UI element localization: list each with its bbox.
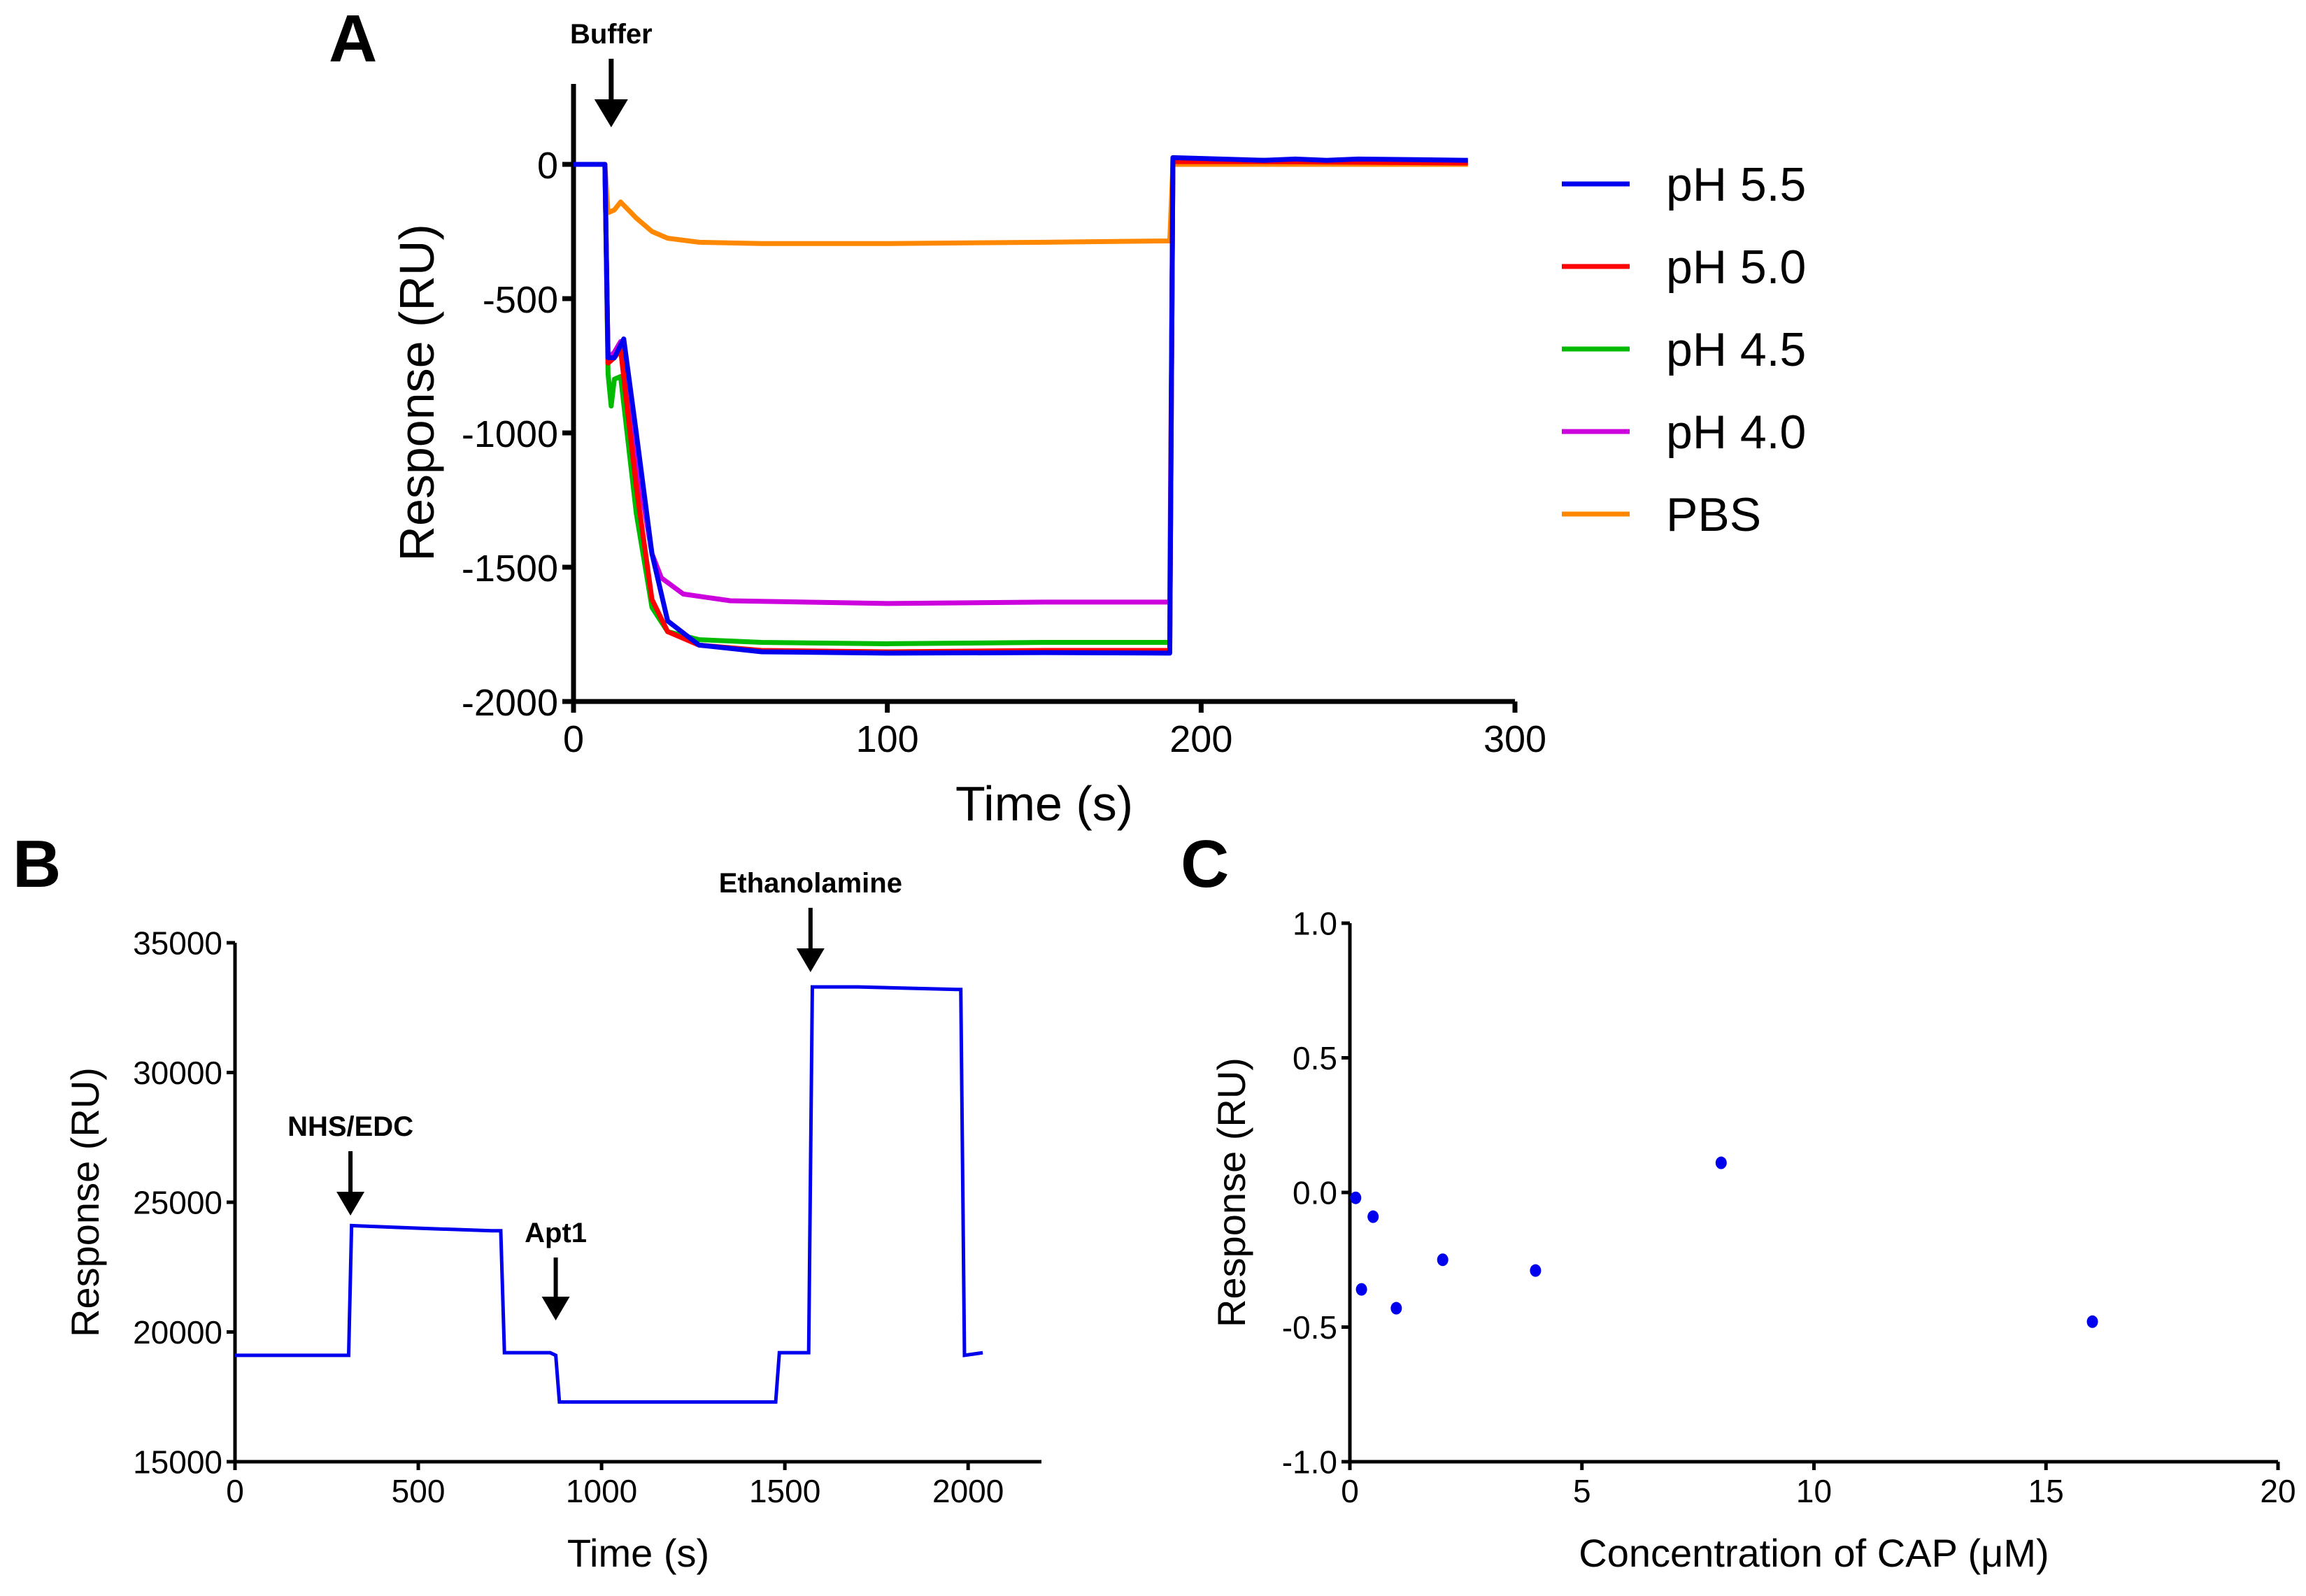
chart-a: 0 100 200 300 0 -500 -1000 -1500 -2000 Time (s) Re… [390,19,1806,831]
y-tick-label: -2000 [462,682,558,724]
y-tick-label: 25000 [133,1185,222,1221]
data-point [1715,1156,1727,1169]
x-tick-label: 15 [2028,1473,2064,1509]
y-tick-label: 30000 [133,1055,222,1091]
y-axis-title: Response (RU) [1209,1057,1253,1327]
y-tick-label: 1.0 [1293,906,1337,942]
arrow-head-icon [796,948,825,972]
legend-label: PBS [1666,488,1761,541]
y-tick-label: -1500 [462,548,558,590]
x-tick-label: 500 [392,1473,446,1509]
panel-label-b: B [13,827,61,902]
series-line-immobilization [235,985,983,1404]
data-point [1437,1253,1449,1267]
x-axis-title: Time (s) [567,1531,709,1575]
series-line-ph-4-5 [574,157,1468,646]
arrow-head-icon [594,99,628,127]
annotation-label: Apt1 [525,1218,587,1248]
x-tick-label: 100 [856,718,919,760]
arrow-head-icon [541,1297,570,1320]
series-line-ph-5-5 [574,155,1468,656]
series-line-ph-4-0 [574,157,1468,606]
y-tick-label: -1000 [462,413,558,455]
data-point [1355,1283,1367,1296]
x-tick-label: 2000 [932,1473,1004,1509]
legend-label: pH 5.0 [1666,241,1806,294]
y-tick-label: 0 [537,145,558,187]
chart-c: 0 5 10 15 20 1.0 0.5 0.0 -0.5 -1.0 Concentration o… [1209,906,2296,1575]
data-point [1367,1210,1379,1223]
panel-label-c: C [1181,827,1229,902]
annotation-label: NHS/EDC [287,1111,413,1142]
chart-b: 0 500 1000 1500 2000 15000 20000 25000 30000 3500… [63,868,1041,1575]
y-tick-label: 35000 [133,925,222,962]
annotation-label: Ethanolamine [719,868,902,899]
y-axis-title: Response (RU) [390,224,444,561]
y-tick-label: -1.0 [1282,1444,1337,1481]
x-tick-label: 1500 [749,1473,820,1509]
y-tick-label: 20000 [133,1314,222,1351]
series-line-ph-5-0 [574,159,1468,655]
x-axis-title: Time (s) [955,776,1133,831]
y-tick-label: 0.5 [1293,1040,1337,1076]
legend-label: pH 4.5 [1666,323,1806,376]
legend-label: pH 4.0 [1666,406,1806,459]
y-tick-label: -500 [483,279,558,321]
y-axis-title: Response (RU) [63,1067,107,1337]
series-line-pbs [574,162,1468,246]
panel-label-a: A [329,1,377,76]
x-tick-label: 300 [1483,718,1546,760]
x-tick-label: 0 [563,718,584,760]
data-point [1350,1191,1362,1204]
data-point [2086,1315,2098,1328]
x-tick-label: 0 [1341,1473,1359,1509]
y-tick-label: -0.5 [1282,1309,1337,1346]
x-tick-label: 20 [2260,1473,2296,1509]
x-tick-label: 0 [226,1473,244,1509]
data-point [1530,1264,1542,1277]
legend-label: pH 5.5 [1666,158,1806,211]
x-tick-label: 5 [1573,1473,1591,1509]
x-tick-label: 200 [1169,718,1232,760]
annotation-label: Buffer [570,19,653,50]
data-point [1390,1302,1402,1315]
arrow-head-icon [336,1192,365,1216]
y-tick-label: 0.0 [1293,1175,1337,1211]
x-tick-label: 1000 [566,1473,637,1509]
x-axis-title: Concentration of CAP (μM) [1579,1531,2049,1575]
y-tick-label: 15000 [133,1444,222,1481]
x-tick-label: 10 [1796,1473,1832,1509]
